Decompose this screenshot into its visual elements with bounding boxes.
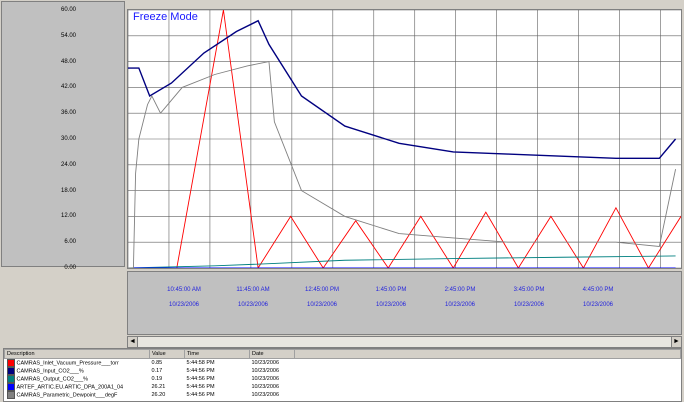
legend-time: 5:44:56 PM <box>186 376 215 382</box>
x-tick-date: 10/23/2006 <box>375 302 407 308</box>
legend-row[interactable]: ARTEF_ARTIC.EU.ARTIC_DPA_200A1_04 26.21 5:… <box>5 383 681 391</box>
legend-swatch <box>6 375 15 383</box>
legend-swatch <box>6 359 15 367</box>
y-tick-label: 60.00 <box>60 7 76 13</box>
series-line-2 <box>128 255 676 268</box>
x-tick-time: 3:45:00 PM <box>513 287 545 293</box>
legend-time: 5:44:56 PM <box>186 368 215 374</box>
legend-swatch <box>6 367 15 375</box>
x-tick-time: 11:45:00 AM <box>236 287 270 293</box>
x-tick-time: 4:45:00 PM <box>582 287 614 293</box>
legend-value: 0.85 <box>151 360 163 366</box>
legend-description: ARTEF_ARTIC.EU.ARTIC_DPA_200A1_04 <box>16 384 124 391</box>
x-tick-time: 2:45:00 PM <box>444 287 476 293</box>
legend-row[interactable]: CAMRAS_Output_CO2___% 0.19 5:44:56 PM 10/23… <box>5 375 681 383</box>
header-value[interactable]: Value <box>149 349 185 359</box>
legend-description: CAMRAS_Output_CO2___% <box>16 376 89 383</box>
x-tick-date: 10/23/2006 <box>237 302 269 308</box>
y-tick-label: 0.00 <box>64 265 76 271</box>
header-description[interactable]: Description <box>4 349 150 359</box>
y-axis-panel: 60.00 54.00 48.00 42.00 36.00 30.00 24.00 18.00… <box>1 1 125 271</box>
series-line-4 <box>128 61 677 268</box>
x-tick-date: 10/23/2006 <box>306 302 338 308</box>
scroll-right-button[interactable]: ► <box>671 337 681 347</box>
legend-date: 10/23/2006 <box>251 384 280 390</box>
legend-date: 10/23/2006 <box>251 392 280 398</box>
x-tick-date: 10/23/2006 <box>582 302 614 308</box>
x-tick-time: 1:45:00 PM <box>375 287 407 293</box>
legend-swatch <box>6 383 15 391</box>
x-tick-date: 10/23/2006 <box>513 302 545 308</box>
series-line-1 <box>128 19 677 160</box>
legend-date: 10/23/2006 <box>251 376 280 382</box>
legend-date: 10/23/2006 <box>251 360 280 366</box>
scroll-left-button[interactable]: ◄ <box>128 337 138 347</box>
y-tick-label: 36.00 <box>60 110 76 117</box>
legend-description: CAMRAS_Parametric_Dewpoint___degF <box>16 392 118 399</box>
legend-value: 26.21 <box>151 384 166 390</box>
legend-value: 0.17 <box>151 368 163 374</box>
y-tick-label: 24.00 <box>60 161 76 168</box>
legend-row[interactable]: CAMRAS_Input_CO2___% 0.17 5:44:56 PM 10/23/… <box>5 367 681 375</box>
legend-value: 26.20 <box>151 392 166 398</box>
x-tick-date: 10/23/2006 <box>168 302 200 308</box>
legend-table: Description Value Time Date CAMRAS_Inlet… <box>3 348 682 402</box>
legend-time: 5:44:56 PM <box>186 384 215 390</box>
y-tick-label: 6.00 <box>64 239 76 246</box>
x-axis-panel: 10:45:00 AM 10/23/2006 11:45:00 AM 10/23/20… <box>127 271 682 335</box>
chart-title: Freeze Mode <box>133 11 198 23</box>
y-tick-label: 30.00 <box>60 136 76 142</box>
legend-swatch <box>6 391 15 399</box>
legend-row[interactable]: CAMRAS_Inlet_Vacuum_Pressure___torr 0.85 5… <box>5 359 681 367</box>
legend-time: 5:44:56 PM <box>186 392 215 398</box>
plot-area: Freeze Mode <box>127 9 682 269</box>
legend-description: CAMRAS_Inlet_Vacuum_Pressure___torr <box>16 360 119 367</box>
y-tick-label: 12.00 <box>60 213 76 220</box>
horizontal-scrollbar[interactable]: ◄ ► <box>127 336 682 348</box>
x-tick-time: 12:45:00 PM <box>304 287 340 293</box>
legend-date: 10/23/2006 <box>251 368 280 374</box>
series-line-0 <box>128 10 681 268</box>
y-tick-label: 42.00 <box>60 84 76 91</box>
x-tick-time: 10:45:00 AM <box>167 287 201 293</box>
y-tick-label: 48.00 <box>60 58 76 65</box>
chart-svg <box>128 10 681 268</box>
y-tick-label: 18.00 <box>60 187 76 194</box>
header-date[interactable]: Date <box>249 349 295 359</box>
legend-time: 5:44:58 PM <box>186 360 215 366</box>
legend-value: 0.19 <box>151 376 163 382</box>
y-tick-label: 54.00 <box>60 32 76 39</box>
x-tick-date: 10/23/2006 <box>444 302 476 308</box>
legend-description: CAMRAS_Input_CO2___% <box>16 368 84 375</box>
header-time[interactable]: Time <box>184 349 250 359</box>
legend-row[interactable]: CAMRAS_Parametric_Dewpoint___degF 26.20 5:… <box>5 391 681 399</box>
